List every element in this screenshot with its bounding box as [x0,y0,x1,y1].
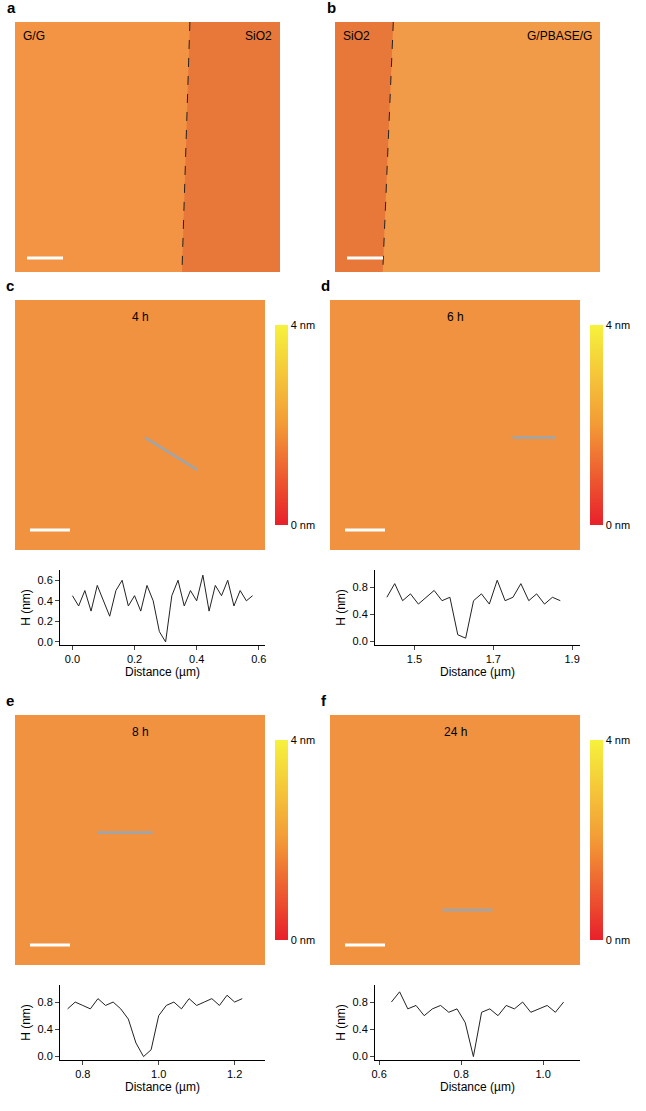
svg-text:H (nm): H (nm) [334,589,348,626]
svg-text:4 nm: 4 nm [606,734,630,746]
svg-text:SiO2: SiO2 [245,29,272,43]
svg-text:Distance (µm): Distance (µm) [440,1080,515,1094]
svg-text:0.4: 0.4 [38,595,53,607]
svg-text:0.4: 0.4 [189,653,204,665]
svg-text:24 h: 24 h [444,725,467,739]
svg-text:0.8: 0.8 [353,996,368,1008]
svg-text:0 nm: 0 nm [291,519,315,531]
svg-text:G/PBASE/G: G/PBASE/G [527,29,592,43]
svg-text:8 h: 8 h [132,725,149,739]
svg-text:0.0: 0.0 [38,636,53,648]
svg-text:H (nm): H (nm) [19,1004,33,1041]
svg-text:0.2: 0.2 [127,653,142,665]
svg-text:0.2: 0.2 [38,615,53,627]
svg-text:0.4: 0.4 [353,608,368,620]
svg-text:4 nm: 4 nm [291,319,315,331]
svg-text:1.2: 1.2 [227,1068,242,1080]
svg-text:0.6: 0.6 [251,653,266,665]
svg-text:0.6: 0.6 [371,1068,386,1080]
svg-text:f: f [321,692,327,709]
svg-text:1.0: 1.0 [535,1068,550,1080]
svg-text:Distance (µm): Distance (µm) [125,1080,200,1094]
svg-text:0.0: 0.0 [353,635,368,647]
svg-text:4 nm: 4 nm [291,734,315,746]
svg-text:0.0: 0.0 [38,1050,53,1062]
svg-text:0.6: 0.6 [38,574,53,586]
svg-text:4 nm: 4 nm [606,319,630,331]
svg-text:0 nm: 0 nm [606,934,630,946]
svg-text:H (nm): H (nm) [334,1004,348,1041]
svg-text:0.8: 0.8 [353,581,368,593]
svg-text:1.9: 1.9 [564,653,579,665]
svg-text:a: a [7,0,16,16]
svg-text:0 nm: 0 nm [291,934,315,946]
svg-text:6 h: 6 h [447,310,464,324]
svg-text:0.8: 0.8 [75,1068,90,1080]
svg-text:0 nm: 0 nm [606,519,630,531]
svg-text:H (nm): H (nm) [19,589,33,626]
svg-text:G/G: G/G [23,29,45,43]
svg-text:SiO2: SiO2 [343,29,370,43]
svg-text:d: d [321,277,330,294]
svg-text:4 h: 4 h [132,310,149,324]
svg-text:e: e [6,692,14,709]
svg-text:1.5: 1.5 [407,653,422,665]
svg-text:Distance (µm): Distance (µm) [125,665,200,679]
svg-text:Distance (µm): Distance (µm) [440,665,515,679]
svg-text:1.0: 1.0 [151,1068,166,1080]
svg-text:0.8: 0.8 [453,1068,468,1080]
svg-text:1.7: 1.7 [486,653,501,665]
svg-text:0.0: 0.0 [353,1050,368,1062]
svg-text:c: c [6,277,14,294]
svg-text:0.4: 0.4 [353,1023,368,1035]
svg-text:0.4: 0.4 [38,1023,53,1035]
svg-text:b: b [327,0,336,16]
svg-text:0.0: 0.0 [65,653,80,665]
svg-text:0.8: 0.8 [38,996,53,1008]
